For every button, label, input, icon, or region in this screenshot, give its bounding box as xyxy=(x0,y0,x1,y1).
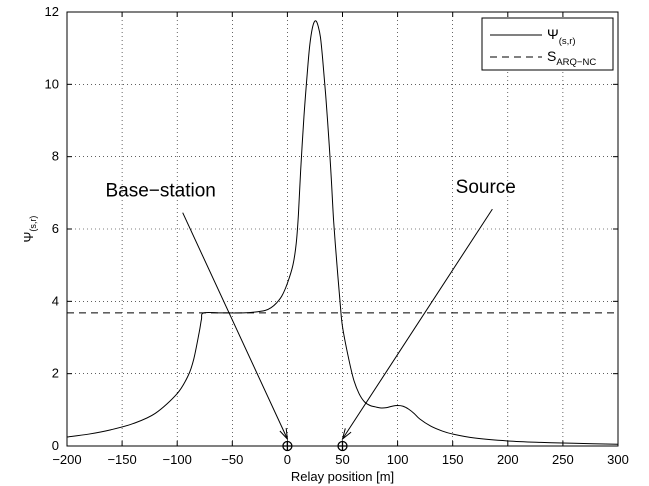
y-tick-label: 8 xyxy=(52,149,59,164)
legend-label-s-arq-nc: S xyxy=(547,48,556,64)
x-tick-label: 150 xyxy=(442,452,464,467)
x-tick-label: −100 xyxy=(163,452,192,467)
svg-text:Ψ(s,r): Ψ(s,r) xyxy=(547,26,576,47)
legend-label-psi: Ψ xyxy=(547,26,559,42)
x-tick-label: −200 xyxy=(52,452,81,467)
annotation-base-station-arrowhead xyxy=(279,428,289,441)
annotation-group: Base−station Source xyxy=(105,177,516,441)
x-tick-label: 300 xyxy=(607,452,629,467)
x-tick-label: −50 xyxy=(221,452,243,467)
plot-frame xyxy=(66,11,619,447)
x-tick-label: −150 xyxy=(107,452,136,467)
annotation-source-arrow xyxy=(342,208,493,440)
grid xyxy=(67,12,618,446)
y-tick-label: 10 xyxy=(45,76,59,91)
legend-label-psi-sub: (s,r) xyxy=(559,36,576,47)
x-tick-label: 200 xyxy=(497,452,519,467)
y-axis-label: Ψ(s,r) xyxy=(21,216,38,243)
y-axis-label-main: Ψ xyxy=(21,232,36,243)
svg-text:SARQ−NC: SARQ−NC xyxy=(547,48,596,68)
annotation-base-station-arrow xyxy=(182,212,288,440)
annotation-base-station-label: Base−station xyxy=(105,180,215,201)
y-tick-label: 4 xyxy=(52,293,59,308)
x-tick-label: 50 xyxy=(335,452,349,467)
series-group xyxy=(66,20,619,445)
x-axis-ticks: −200 −150 −100 −50 0 50 100 150 200 250 300 xyxy=(52,12,629,467)
legend-box xyxy=(481,17,614,71)
y-axis-label-sub: (s,r) xyxy=(28,216,38,232)
y-axis-ticks: 0 2 4 6 8 10 12 xyxy=(45,4,618,453)
annotation-source-arrowhead xyxy=(341,428,352,441)
y-tick-label: 6 xyxy=(52,221,59,236)
y-tick-label: 12 xyxy=(45,4,59,19)
x-tick-label: 0 xyxy=(284,452,291,467)
y-tick-label: 2 xyxy=(52,366,59,381)
legend-label-s-arq-nc-sub: ARQ−NC xyxy=(556,57,596,68)
y-tick-label: 0 xyxy=(52,438,59,453)
x-tick-label: 100 xyxy=(387,452,409,467)
legend: Ψ(s,r) SARQ−NC xyxy=(481,17,614,71)
x-axis-label: Relay position [m] xyxy=(291,469,394,484)
svg-text:Ψ(s,r): Ψ(s,r) xyxy=(21,216,38,243)
x-tick-label: 250 xyxy=(552,452,574,467)
annotation-source-label: Source xyxy=(456,177,516,198)
